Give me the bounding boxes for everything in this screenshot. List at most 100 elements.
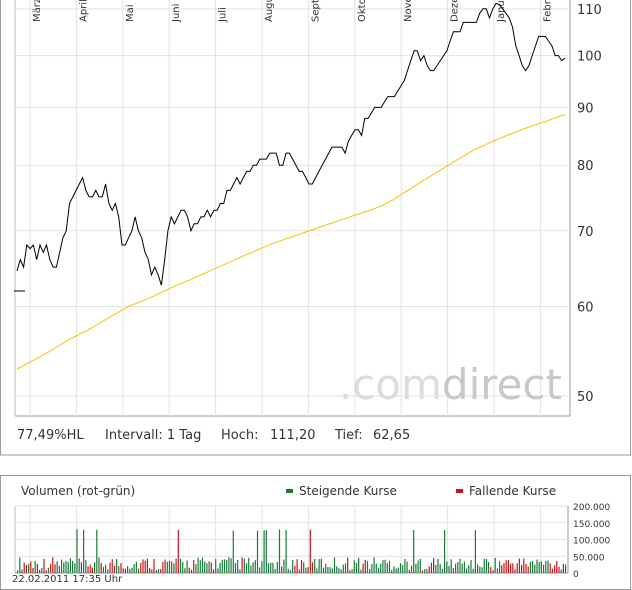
watermark: .comdirect — [339, 360, 562, 409]
volume-bar — [355, 563, 358, 573]
volume-bar — [201, 557, 204, 573]
volume-bar — [457, 562, 459, 573]
volume-bar — [50, 564, 52, 573]
watermark-dot-com: .com — [339, 360, 442, 409]
volume-bar — [206, 563, 208, 573]
month-label-7: Oktober — [357, 0, 368, 22]
month-label-11: Februar — [542, 0, 553, 22]
volume-bar — [105, 564, 107, 573]
volume-bar — [391, 570, 393, 573]
volume-bar — [182, 561, 184, 573]
volume-bar — [362, 563, 364, 573]
volume-bar — [283, 559, 285, 573]
month-label-6: September — [310, 0, 321, 22]
volume-bar — [388, 560, 391, 573]
volume-bar — [28, 563, 30, 573]
volume-bar — [395, 568, 397, 573]
volume-bar — [373, 557, 375, 573]
volume-bar — [404, 558, 406, 573]
volume-bar — [470, 560, 472, 573]
volume-bar — [89, 564, 91, 573]
volume-bar — [177, 530, 179, 573]
volume-bar — [384, 559, 386, 573]
volume-bar — [230, 558, 232, 573]
month-label-1: April — [78, 0, 89, 22]
month-label-9: Dezember — [450, 0, 461, 22]
volume-bar — [523, 558, 525, 573]
volume-bar — [127, 566, 129, 573]
month-label-4: Juli — [218, 7, 229, 23]
volume-bar — [146, 558, 148, 573]
volume-bar — [512, 563, 514, 573]
volume-bar — [410, 565, 413, 573]
volume-bar — [514, 569, 516, 573]
volume-bar — [439, 564, 441, 573]
volume-bar — [243, 558, 245, 573]
volume-bar — [76, 529, 78, 573]
volume-bar — [171, 561, 173, 573]
volume-bar — [419, 558, 421, 573]
legend-up-swatch — [286, 489, 293, 493]
volume-bar — [490, 567, 492, 573]
timestamp: 22.02.2011 17:35 Uhr — [12, 574, 123, 585]
volume-bar — [210, 562, 212, 573]
volume-bar — [36, 563, 38, 573]
volume-bar — [307, 567, 309, 573]
volume-bar — [505, 560, 507, 573]
volume-bar — [540, 561, 542, 573]
volume-bar — [322, 567, 325, 573]
volume-bar — [311, 562, 314, 573]
volume-bar — [204, 561, 206, 573]
volume-bar — [558, 566, 560, 573]
high-value: 111,20 — [270, 428, 316, 443]
volume-bar — [52, 557, 54, 573]
volume-bar — [173, 563, 175, 573]
volume-bar — [138, 568, 140, 573]
hl-percent: 77,49%HL — [17, 428, 84, 443]
volume-bar — [228, 557, 230, 573]
volume-bar — [309, 529, 311, 573]
volume-bar — [133, 564, 135, 573]
volume-bar — [437, 558, 439, 573]
volume-bar — [556, 561, 558, 573]
volume-bar — [435, 564, 437, 573]
volume-bar — [364, 559, 366, 573]
volume-bar — [294, 566, 296, 573]
volume-bar — [263, 530, 265, 573]
month-label-2: Mai — [125, 4, 136, 22]
volume-bar — [485, 559, 487, 573]
volume-bar — [261, 561, 263, 573]
volume-bar — [529, 561, 531, 573]
volume-bar — [353, 560, 355, 573]
volume-bar — [259, 567, 261, 573]
volume-bar — [318, 559, 320, 573]
volume-bar — [375, 563, 377, 573]
volume-bar — [45, 570, 47, 573]
average-line — [16, 114, 566, 370]
volume-bar — [296, 559, 298, 573]
volume-bar — [96, 529, 98, 573]
volume-bar — [149, 567, 151, 573]
volume-y-tick-4: 0 — [573, 570, 579, 580]
volume-bar — [153, 558, 155, 573]
volume-bar — [406, 561, 408, 573]
volume-bar — [510, 563, 512, 573]
volume-bar — [21, 569, 23, 573]
volume-bar — [338, 568, 340, 573]
volume-bar — [175, 558, 177, 573]
volume-bar — [135, 561, 137, 573]
volume-bar — [78, 558, 80, 573]
volume-bar — [415, 563, 417, 573]
volume-bar — [525, 564, 527, 573]
volume-bar — [402, 565, 404, 573]
volume-bar — [131, 567, 133, 573]
volume-bar — [344, 563, 347, 573]
volume-bar — [316, 568, 318, 573]
volume-bar — [61, 559, 63, 573]
volume-bar — [545, 560, 547, 573]
volume-bar — [494, 557, 496, 573]
volume-bar — [534, 564, 536, 573]
volume-bar — [417, 560, 419, 573]
volume-bar — [111, 559, 113, 573]
volume-bar — [424, 569, 426, 573]
